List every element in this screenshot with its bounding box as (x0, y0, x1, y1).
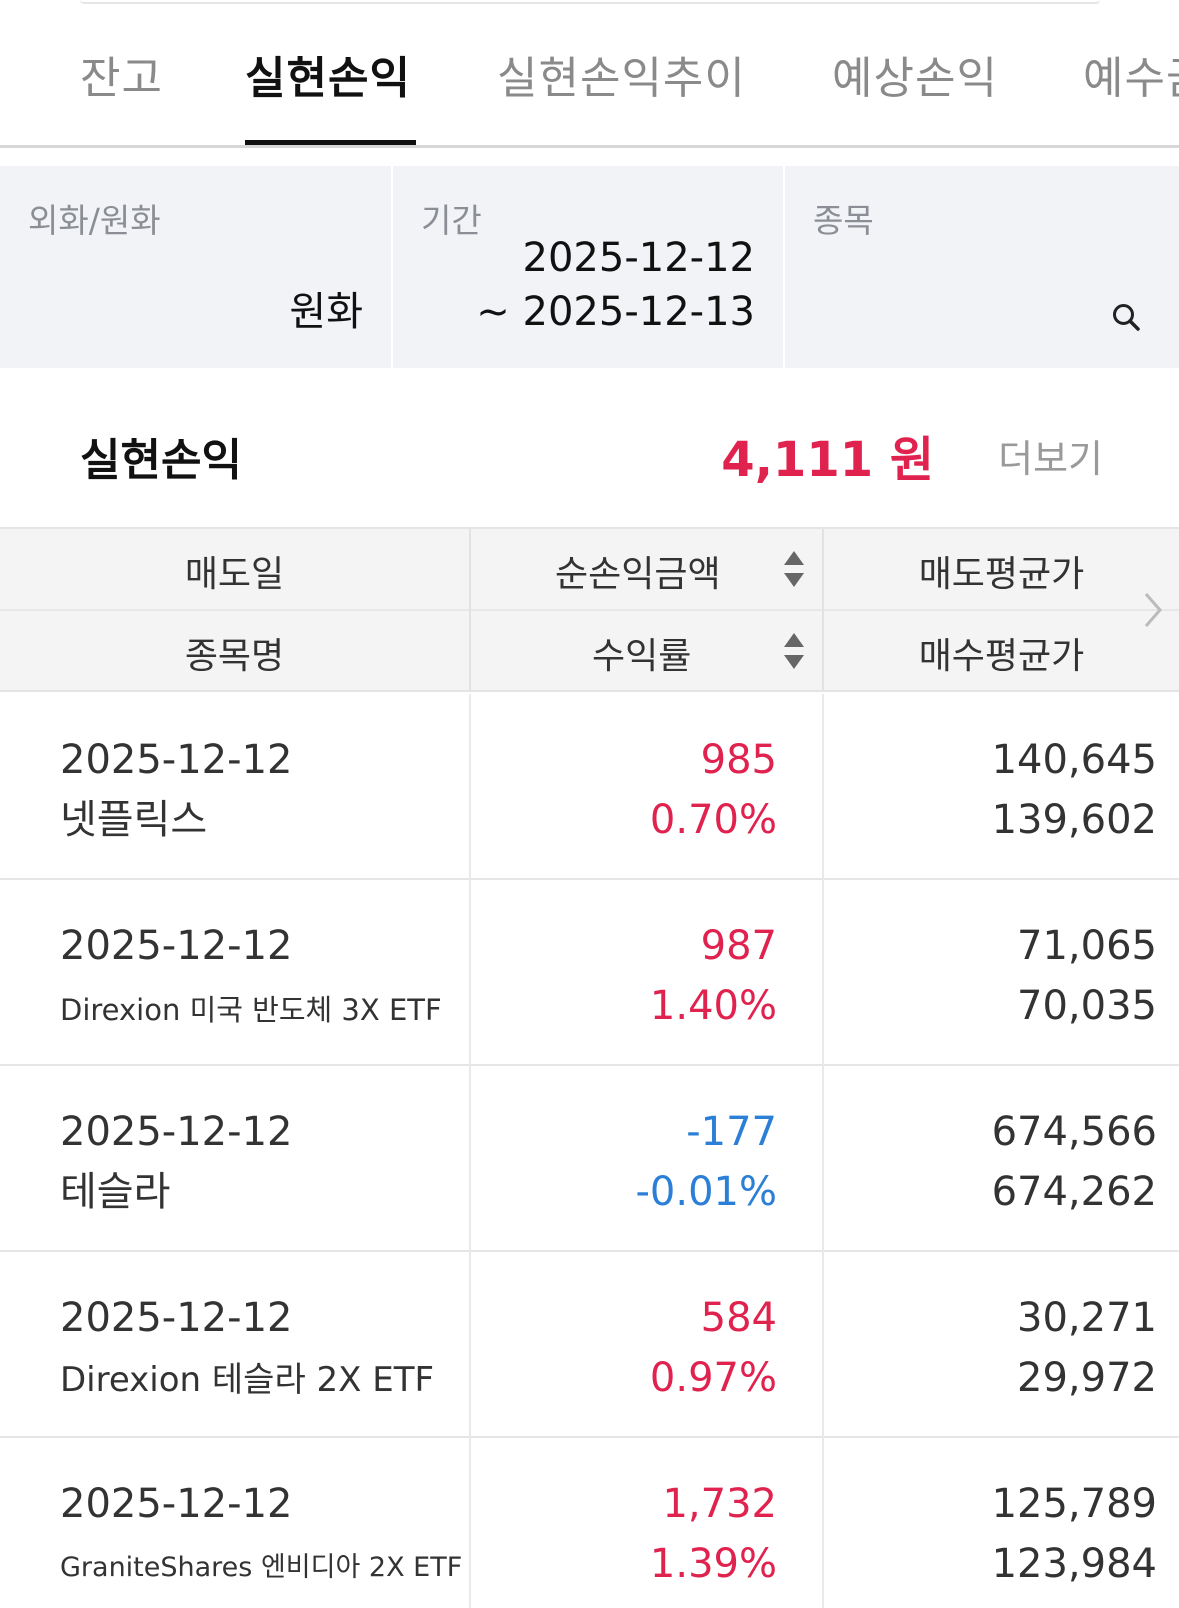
row-buy-avg: 70,035 (1017, 983, 1157, 1029)
row-sell-avg: 71,065 (1017, 923, 1157, 969)
currency-filter[interactable]: 외화/원화 원화 (0, 166, 391, 368)
row-date: 2025-12-12 (60, 1481, 293, 1527)
col-divider (469, 880, 471, 1066)
filter-bar: 외화/원화 원화 기간 2025-12-12 ~ 2025-12-13 종목 (0, 166, 1179, 368)
row-buy-avg: 123,984 (991, 1541, 1157, 1587)
col-divider (822, 694, 824, 880)
sort-icon[interactable] (782, 549, 806, 589)
row-stock-name: 넷플릭스 (60, 797, 208, 843)
header-sell-date: 매도일 (184, 554, 285, 595)
col-divider (822, 880, 824, 1066)
row-return-rate: -0.01% (635, 1169, 777, 1215)
col-divider (469, 694, 471, 880)
currency-filter-label: 외화/원화 (28, 201, 161, 240)
row-stock-name: 테슬라 (60, 1169, 171, 1215)
row-net-pl: 985 (700, 737, 777, 783)
header-col-divider (822, 529, 824, 692)
period-filter[interactable]: 기간 2025-12-12 ~ 2025-12-13 (393, 166, 783, 368)
active-tab-indicator (245, 140, 416, 145)
row-stock-name: Direxion 테슬라 2X ETF (60, 1360, 435, 1400)
row-return-rate: 1.40% (649, 983, 777, 1029)
col-divider (822, 1066, 824, 1252)
row-return-rate: 1.39% (649, 1541, 777, 1587)
col-divider (469, 1066, 471, 1252)
tab-expected-pl[interactable]: 예상손익 (832, 53, 998, 104)
header-col-divider (469, 529, 471, 692)
row-sell-avg: 674,566 (991, 1109, 1157, 1155)
currency-filter-value: 원화 (289, 289, 363, 335)
stock-filter[interactable]: 종목 (785, 166, 1179, 368)
tab-realized-pl-trend[interactable]: 실현손익추이 (497, 53, 746, 104)
search-icon[interactable] (1111, 302, 1141, 332)
row-buy-avg: 139,602 (991, 797, 1157, 843)
period-start: 2025-12-12 (522, 235, 755, 281)
table-row[interactable]: 2025-12-12 GraniteShares 엔비디아 2X ETF 1,7… (0, 1438, 1179, 1608)
row-stock-name: Direxion 미국 반도체 3X ETF (60, 993, 442, 1027)
stock-filter-label: 종목 (813, 201, 874, 240)
sort-icon[interactable] (782, 631, 806, 671)
period-filter-label: 기간 (421, 201, 482, 240)
header-stock-name: 종목명 (184, 636, 285, 677)
period-end: ~ 2025-12-13 (476, 289, 755, 335)
row-sell-avg: 140,645 (991, 737, 1157, 783)
header-divider (0, 609, 1179, 611)
row-date: 2025-12-12 (60, 1295, 293, 1341)
row-sell-avg: 30,271 (1017, 1295, 1157, 1341)
table-row[interactable]: 2025-12-12 테슬라 -177 -0.01% 674,566 674,2… (0, 1066, 1179, 1252)
col-divider (822, 1252, 824, 1438)
row-net-pl: -177 (686, 1109, 777, 1155)
row-buy-avg: 29,972 (1017, 1355, 1157, 1401)
row-net-pl: 1,732 (662, 1481, 777, 1527)
header-sell-avg: 매도평균가 (918, 554, 1085, 595)
row-net-pl: 987 (700, 923, 777, 969)
row-date: 2025-12-12 (60, 1109, 293, 1155)
row-date: 2025-12-12 (60, 923, 293, 969)
row-date: 2025-12-12 (60, 737, 293, 783)
summary-amount: 4,111 원 (721, 432, 934, 488)
tab-realized-pl[interactable]: 실현손익 (245, 53, 411, 104)
header-return-rate[interactable]: 수익률 (592, 636, 692, 677)
chevron-right-icon[interactable] (1141, 590, 1165, 630)
tab-balance[interactable]: 잔고 (80, 53, 163, 104)
row-stock-name: GraniteShares 엔비디아 2X ETF (60, 1552, 463, 1583)
header-buy-avg: 매수평균가 (918, 636, 1085, 677)
table-row[interactable]: 2025-12-12 Direxion 테슬라 2X ETF 584 0.97%… (0, 1252, 1179, 1438)
table-row[interactable]: 2025-12-12 넷플릭스 985 0.70% 140,645 139,60… (0, 694, 1179, 880)
col-divider (469, 1252, 471, 1438)
row-return-rate: 0.97% (649, 1355, 777, 1401)
summary-title: 실현손익 (80, 435, 242, 486)
header-net-pl[interactable]: 순손익금액 (555, 554, 721, 595)
col-divider (822, 1438, 824, 1608)
tab-deposit[interactable]: 예수금 (1083, 53, 1179, 104)
row-sell-avg: 125,789 (991, 1481, 1157, 1527)
top-sheet-edge (80, 0, 1100, 4)
col-divider (469, 1438, 471, 1608)
row-buy-avg: 674,262 (991, 1169, 1157, 1215)
row-return-rate: 0.70% (649, 797, 777, 843)
row-net-pl: 584 (700, 1295, 777, 1341)
more-button[interactable]: 더보기 (998, 437, 1103, 481)
table-row[interactable]: 2025-12-12 Direxion 미국 반도체 3X ETF 987 1.… (0, 880, 1179, 1066)
table-header: 매도일 순손익금액 매도평균가 종목명 수익률 매수평균가 (0, 527, 1179, 692)
tab-bar: 잔고 실현손익 실현손익추이 예상손익 예수금 (0, 0, 1179, 148)
realized-pl-summary: 실현손익 4,111 원 더보기 (0, 400, 1179, 510)
